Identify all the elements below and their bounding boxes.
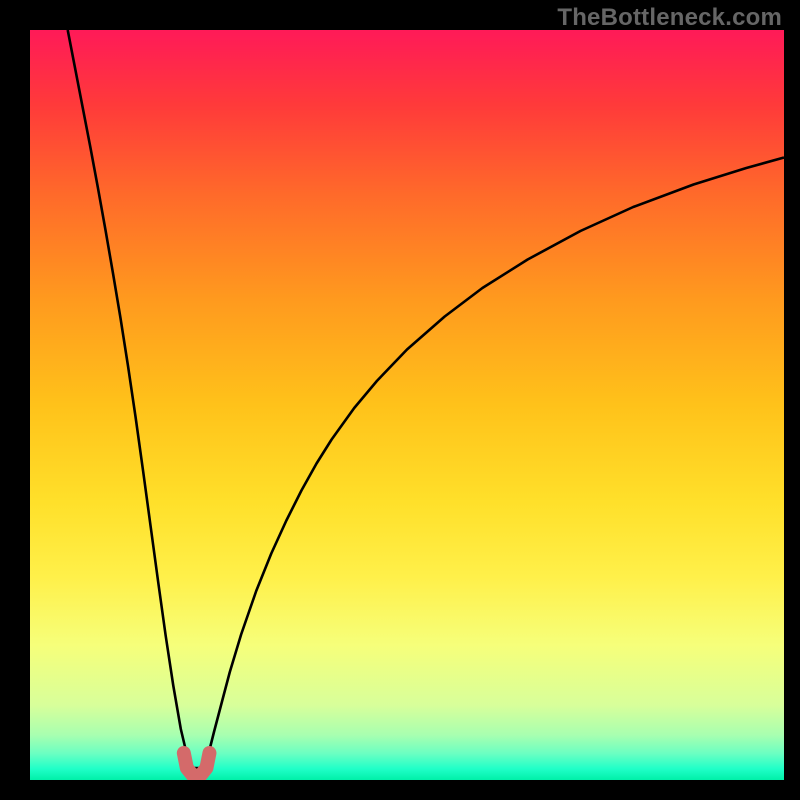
gradient-background bbox=[30, 30, 784, 780]
watermark-text: TheBottleneck.com bbox=[557, 4, 782, 32]
plot-area bbox=[30, 30, 784, 780]
chart-canvas: TheBottleneck.com bbox=[0, 0, 800, 800]
plot-svg bbox=[30, 30, 784, 780]
